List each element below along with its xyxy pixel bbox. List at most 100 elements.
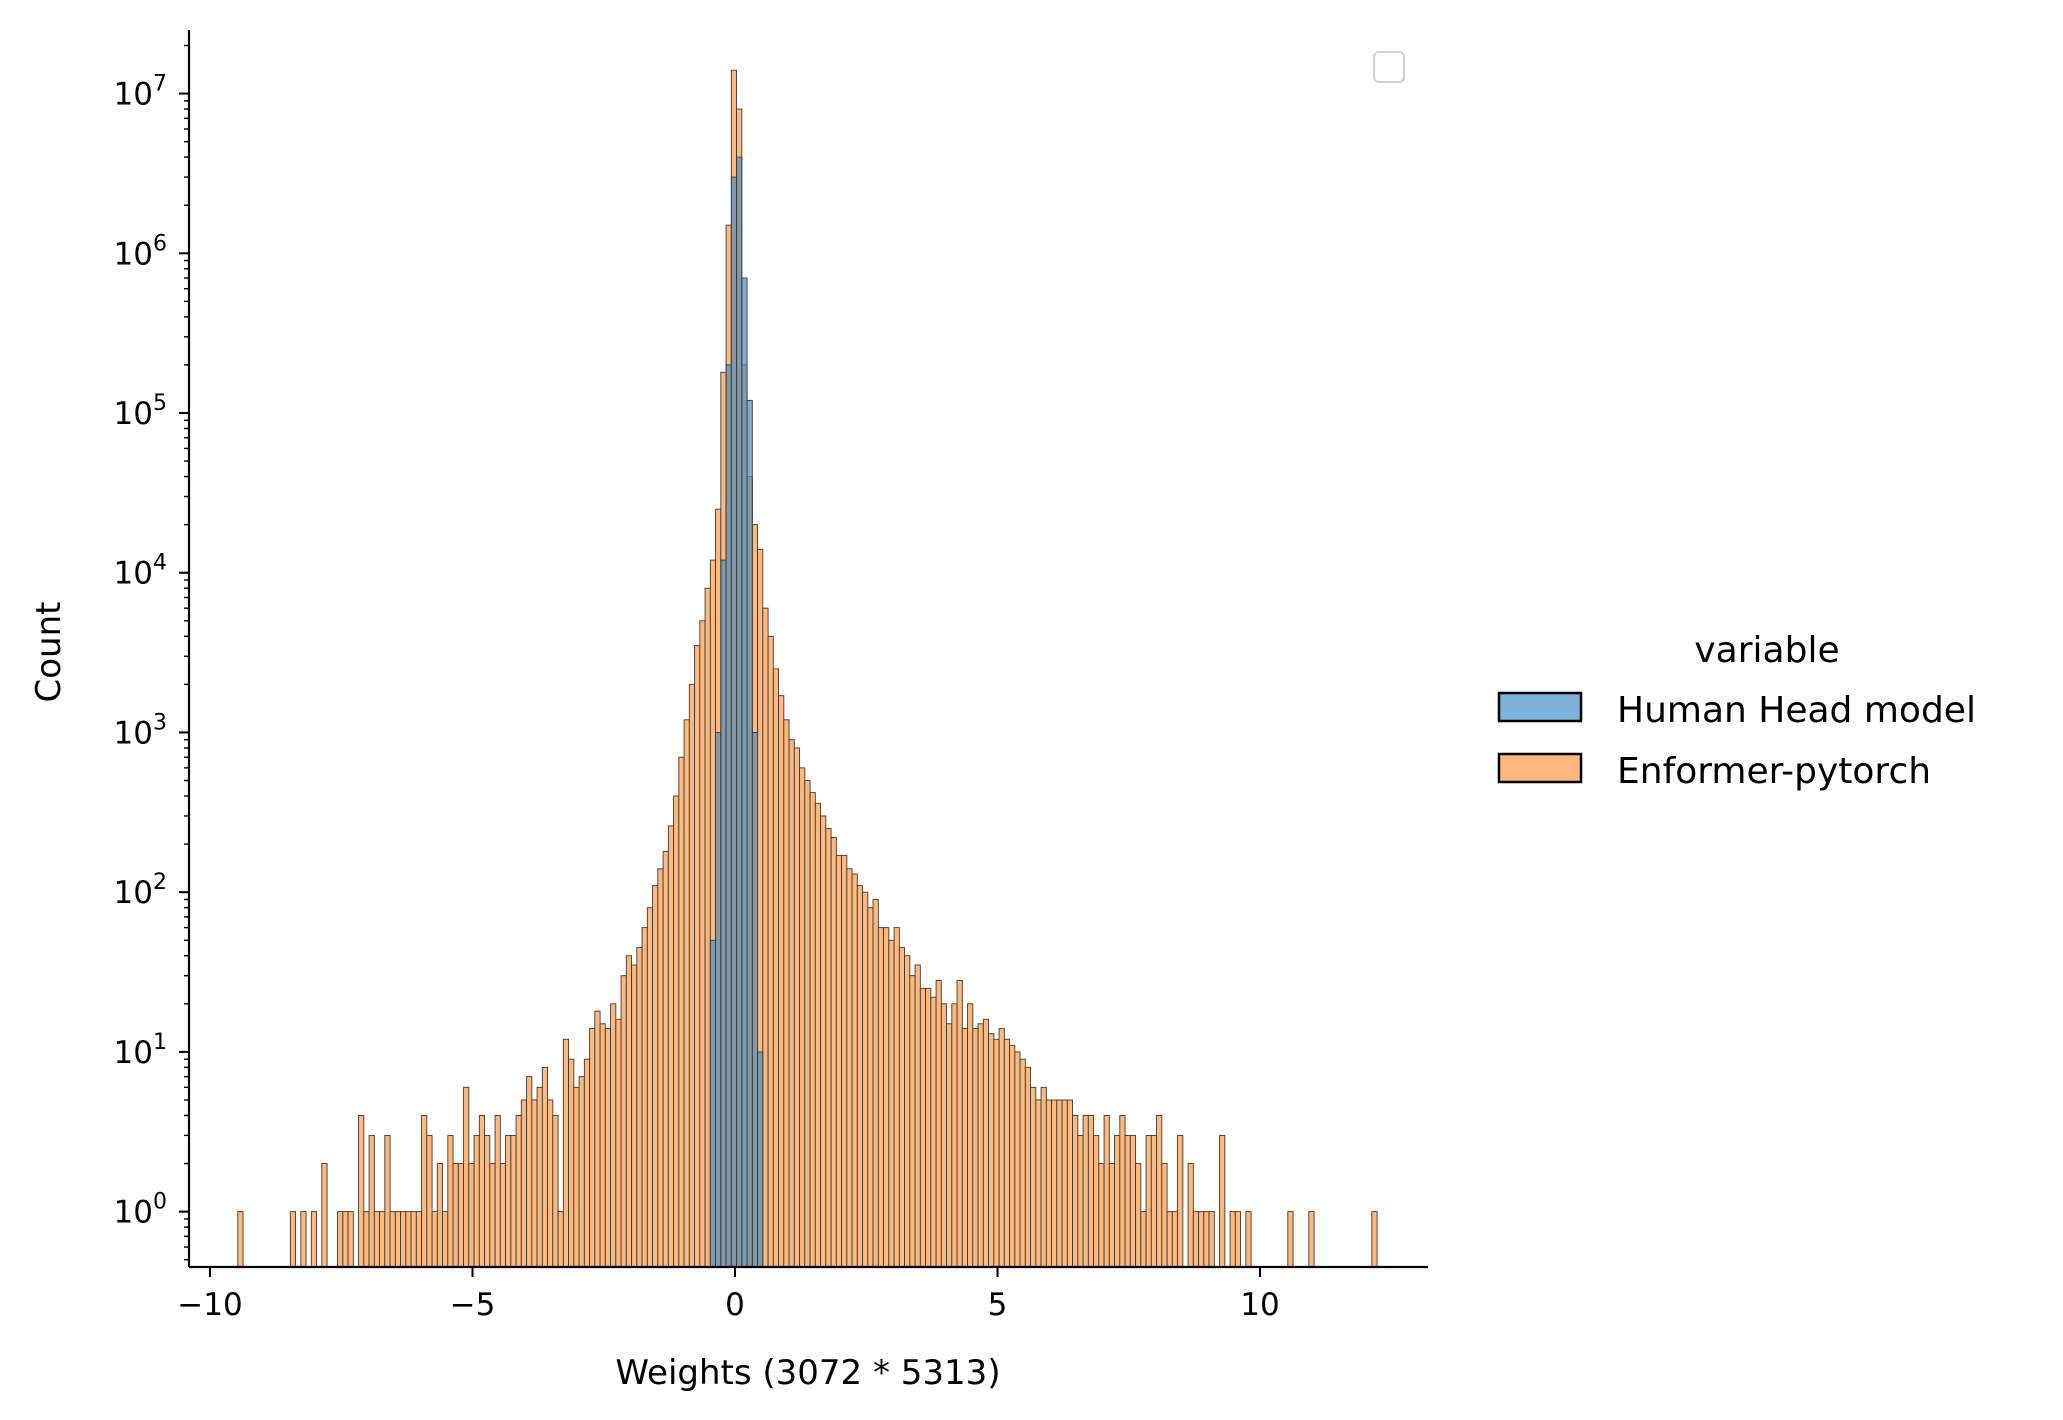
histogram-bar xyxy=(1229,1211,1236,1268)
histogram-bar xyxy=(1045,1099,1053,1268)
histogram-bar xyxy=(1014,1051,1021,1268)
histogram-bar xyxy=(778,695,785,1268)
histogram-bar xyxy=(757,1051,764,1268)
histogram-bar xyxy=(846,868,853,1268)
histogram-bar xyxy=(562,1038,570,1268)
x-tick-label: 10 xyxy=(1240,1287,1279,1323)
histogram-bar xyxy=(468,1163,475,1268)
histogram-bar xyxy=(421,1114,428,1268)
y-tick-label: 102 xyxy=(114,870,167,911)
histogram-bar xyxy=(1124,1134,1131,1268)
histogram-bar xyxy=(541,1066,549,1268)
histogram-bar xyxy=(405,1211,412,1268)
histogram-bar xyxy=(951,1003,958,1268)
histogram-bar xyxy=(1051,1099,1058,1268)
histogram-bar xyxy=(909,975,916,1268)
histogram-bar xyxy=(919,987,927,1268)
histogram-bar xyxy=(547,1099,554,1268)
x-tick-label: 5 xyxy=(988,1287,1008,1323)
histogram-bar xyxy=(610,1003,617,1268)
histogram-bar xyxy=(1003,1038,1011,1268)
y-tick-label: 100 xyxy=(114,1190,167,1231)
histogram-bar xyxy=(704,587,711,1268)
histogram-bar xyxy=(1140,1211,1147,1268)
histogram-bar xyxy=(961,1028,969,1268)
histogram-bar xyxy=(988,1033,995,1268)
histogram-bar xyxy=(1098,1163,1105,1268)
histogram-bar xyxy=(814,802,822,1268)
histogram-bar xyxy=(452,1163,459,1268)
histogram-bar xyxy=(310,1211,318,1268)
histogram-bar xyxy=(940,1003,948,1268)
histogram-bar xyxy=(342,1211,349,1268)
histogram-bar xyxy=(925,987,932,1268)
histogram-bar xyxy=(442,1211,449,1268)
histogram-bar xyxy=(1061,1099,1068,1268)
histogram-bar xyxy=(1129,1134,1137,1268)
y-tick-label: 105 xyxy=(114,391,167,432)
histogram-bar xyxy=(667,825,675,1268)
histogram-bar xyxy=(678,756,685,1268)
histogram-bar xyxy=(520,1099,528,1268)
histogram-bar xyxy=(946,1023,953,1268)
histogram-bar xyxy=(478,1114,486,1268)
histogram-bar xyxy=(856,885,864,1268)
histogram-bar xyxy=(930,996,937,1268)
histogram-bar xyxy=(982,1018,990,1268)
histogram-bar xyxy=(1093,1134,1100,1268)
histogram-bar xyxy=(825,828,832,1268)
legend-swatch-human-head-model xyxy=(1497,691,1583,723)
histogram-bar xyxy=(426,1134,433,1268)
histogram-bar xyxy=(415,1211,423,1268)
histogram-bar xyxy=(515,1114,522,1268)
legend-label-human-head-model: Human Head model xyxy=(1617,690,1976,731)
histogram-bar xyxy=(935,980,942,1268)
histogram-bar xyxy=(447,1134,454,1268)
histogram-bar xyxy=(898,947,906,1268)
histogram-bar xyxy=(820,815,827,1268)
histogram-bar xyxy=(484,1134,491,1268)
histogram-bar xyxy=(1077,1134,1084,1268)
histogram-bar xyxy=(1072,1114,1079,1268)
histogram-bar xyxy=(1150,1134,1158,1268)
histogram-bar xyxy=(662,850,669,1268)
histogram-bar xyxy=(347,1211,354,1268)
histogram-bar xyxy=(1208,1211,1215,1268)
histogram-bar xyxy=(389,1211,396,1268)
histogram-bar xyxy=(237,1211,244,1268)
histogram-bar xyxy=(505,1134,512,1268)
histogram-bar xyxy=(1056,1099,1063,1268)
histogram-bar xyxy=(568,1058,575,1268)
histogram-bar xyxy=(699,620,706,1268)
histogram-bar xyxy=(1219,1134,1226,1268)
axes-layer xyxy=(187,30,1428,1269)
histogram-bar xyxy=(888,939,895,1268)
histogram-bar xyxy=(1192,1211,1200,1268)
histogram-bar xyxy=(394,1211,402,1268)
histogram-bar xyxy=(830,837,837,1268)
histogram-bar xyxy=(956,980,963,1268)
legend-label-enformer-pytorch: Enformer-pytorch xyxy=(1617,751,1931,792)
histogram-bar xyxy=(384,1134,391,1268)
histogram-bar xyxy=(993,1038,1000,1268)
histogram-bar xyxy=(1066,1099,1074,1268)
histogram-bar xyxy=(536,1086,543,1268)
histogram-bar xyxy=(1135,1163,1142,1268)
histogram-bar xyxy=(594,1010,601,1268)
histogram-bar xyxy=(436,1163,444,1268)
histogram-bar xyxy=(657,868,664,1268)
histogram-bar xyxy=(1166,1211,1173,1268)
histogram-bar xyxy=(799,767,806,1268)
histogram-bar xyxy=(1161,1163,1168,1268)
histogram-bar xyxy=(694,645,701,1268)
histogram-bar xyxy=(725,364,732,1268)
histogram-bar xyxy=(673,795,680,1268)
histogram-bar xyxy=(489,1163,496,1268)
histogram-bar xyxy=(715,732,722,1268)
histogram-bar xyxy=(583,1058,591,1268)
histogram-bar xyxy=(767,635,774,1268)
histogram-bar xyxy=(1087,1114,1095,1268)
histogram-bar xyxy=(1308,1211,1315,1268)
histogram-bar xyxy=(867,907,874,1268)
y-tick-label: 104 xyxy=(114,551,167,592)
